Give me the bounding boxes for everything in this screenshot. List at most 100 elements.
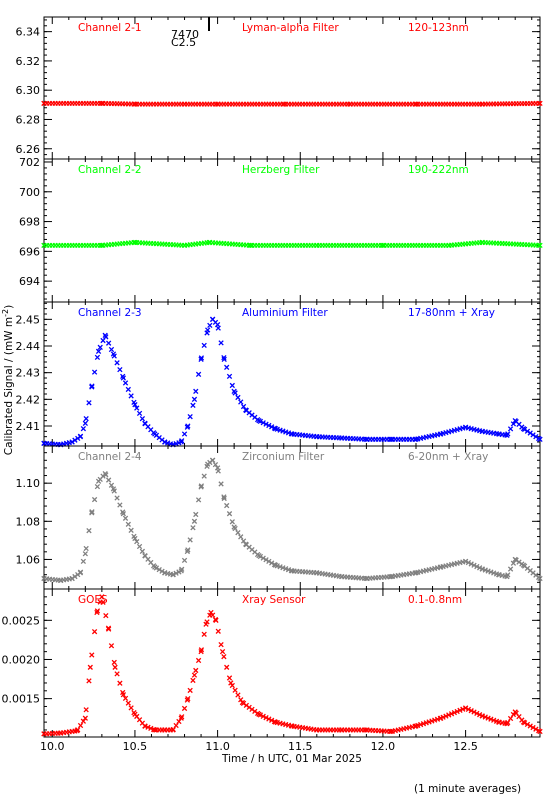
flare-marker-class: C2.5	[171, 36, 196, 49]
data-point	[496, 719, 502, 725]
data-marker	[260, 555, 266, 561]
channel-label: Channel 2-3	[78, 307, 142, 319]
y-tick-label: 1.06	[16, 553, 41, 566]
data-marker	[193, 667, 199, 674]
data-point	[289, 568, 295, 574]
data-marker	[260, 713, 266, 719]
data-point	[132, 101, 138, 107]
data-marker	[105, 477, 112, 483]
data-point	[413, 570, 419, 576]
data-point	[520, 426, 527, 432]
data-point	[185, 547, 191, 553]
panel-frame	[43, 301, 541, 447]
data-point	[41, 100, 47, 107]
data-point	[41, 440, 47, 446]
data-marker	[111, 659, 117, 666]
data-marker	[536, 100, 542, 107]
data-point	[504, 721, 510, 727]
band-label: 6-20nm + Xray	[408, 451, 488, 463]
data-point	[462, 558, 469, 565]
data-point	[438, 715, 444, 721]
data-point	[219, 648, 226, 655]
data-marker	[173, 570, 179, 576]
data-point	[479, 428, 485, 434]
data-marker	[181, 557, 188, 564]
data-marker	[235, 692, 241, 698]
data-marker	[134, 405, 140, 411]
data-marker	[465, 706, 472, 713]
data-marker	[125, 386, 131, 393]
data-marker	[524, 428, 531, 434]
data-point	[82, 551, 88, 557]
data-marker	[181, 431, 188, 437]
data-point	[170, 727, 176, 733]
data-point	[314, 242, 320, 249]
data-marker	[190, 525, 196, 531]
data-point	[388, 573, 394, 580]
data-point	[94, 609, 100, 616]
data-marker	[266, 716, 272, 722]
panel-4: 1.06 1.08 1.10 Channel 2-4 Zirconium Filter 6…	[16, 445, 543, 590]
data-marker	[491, 717, 497, 723]
data-point	[221, 356, 227, 362]
data-point	[504, 573, 510, 580]
data-point	[537, 436, 543, 442]
data-point	[231, 388, 237, 394]
data-marker	[263, 557, 269, 563]
data-marker	[238, 534, 244, 540]
chart-panels: 6.26 6.28 6.30 6.32 6.34 Channel 2-1 Lyman-alp…	[2, 16, 543, 753]
y-tick-label: 1.08	[16, 515, 41, 528]
data-marker	[187, 414, 193, 420]
data-marker	[83, 707, 89, 713]
data-point	[185, 423, 191, 429]
x-tick-label: 10.0	[40, 740, 65, 753]
data-marker	[507, 715, 514, 722]
band-label: 17-80nm + Xray	[408, 307, 495, 319]
data-point	[82, 715, 88, 721]
data-marker	[179, 714, 185, 720]
data-point	[248, 242, 254, 249]
y-tick-label: 1.10	[16, 477, 41, 490]
data-point	[239, 699, 246, 706]
data-marker	[187, 537, 193, 543]
data-point	[162, 439, 168, 445]
data-marker	[125, 700, 131, 706]
data-marker	[446, 712, 452, 718]
data-point	[205, 461, 211, 467]
data-point	[289, 431, 295, 437]
data-point	[95, 348, 102, 354]
data-point	[110, 351, 117, 357]
data-point	[256, 711, 262, 717]
data-marker	[235, 530, 241, 536]
data-point	[537, 100, 543, 107]
data-marker	[159, 568, 165, 574]
data-point	[363, 436, 370, 442]
data-point	[41, 575, 47, 582]
data-marker	[83, 416, 89, 422]
data-marker	[451, 709, 458, 716]
x-tick-label: 11.5	[288, 740, 313, 753]
data-marker	[103, 612, 109, 619]
data-point	[132, 239, 138, 246]
data-marker	[105, 340, 112, 346]
data-point	[388, 436, 394, 442]
data-marker	[226, 675, 233, 681]
data-marker	[229, 682, 235, 689]
data-marker	[454, 708, 460, 715]
data-point	[214, 101, 221, 107]
y-tick-label: 702	[19, 156, 40, 169]
data-point	[110, 486, 117, 492]
data-point	[520, 562, 527, 568]
y-tick-label: 2.45	[16, 313, 41, 326]
data-point	[205, 327, 211, 333]
data-marker	[474, 710, 480, 717]
data-marker	[226, 511, 233, 517]
data-marker	[83, 545, 89, 552]
y-tick-label: 2.44	[16, 340, 41, 353]
data-point	[338, 727, 345, 733]
data-marker	[527, 723, 533, 729]
data-marker	[218, 641, 224, 648]
band-label: 120-123nm	[408, 22, 469, 34]
data-point	[105, 625, 112, 631]
data-marker	[100, 599, 106, 605]
